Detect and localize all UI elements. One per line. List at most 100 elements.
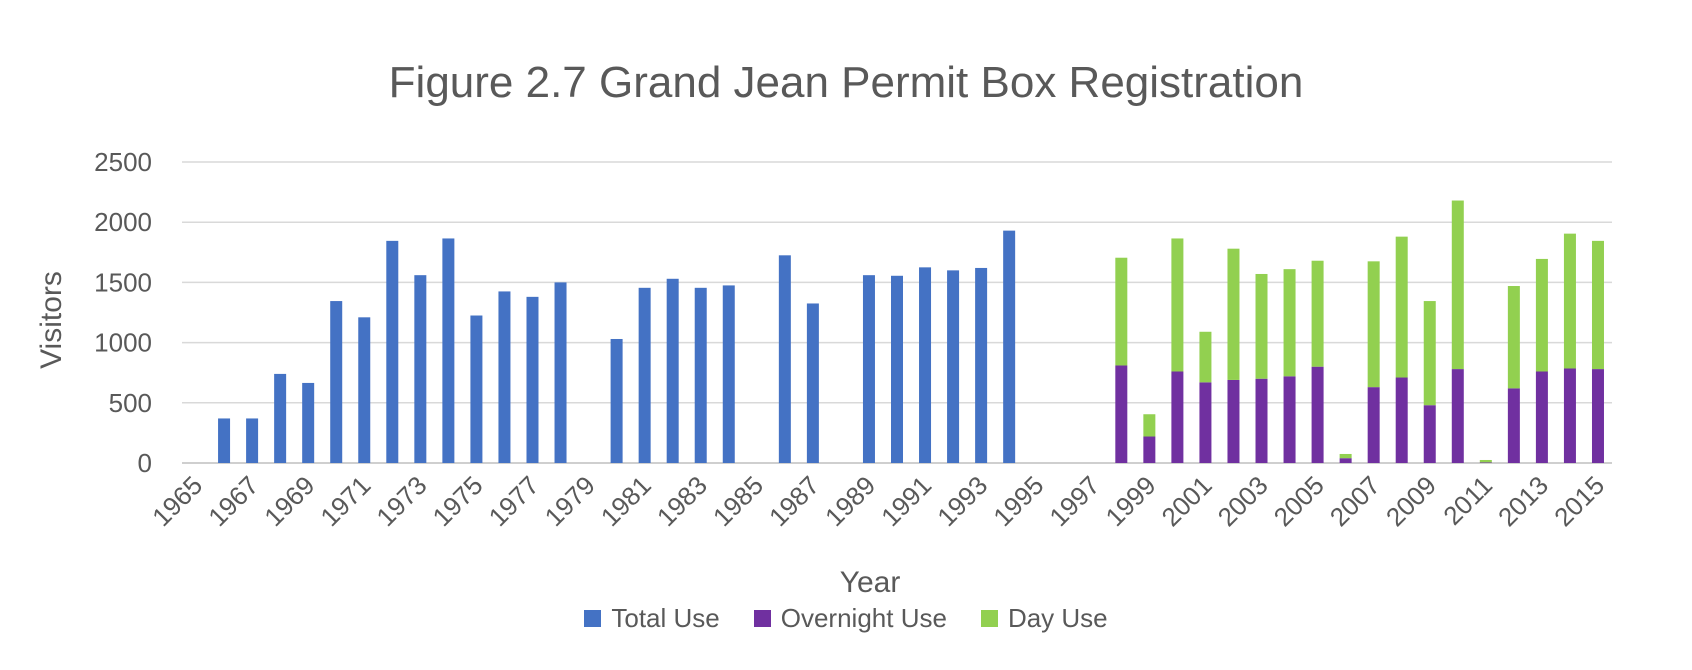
y-tick-label: 500 [109,388,152,418]
total-use-bar [498,291,511,463]
total-use-bar [470,315,483,463]
overnight-use-bar [1115,365,1128,463]
x-tick-label: 1989 [819,470,881,532]
x-tick-label: 1973 [370,470,432,532]
overnight-use-bar [1283,376,1296,463]
total-use-bar [638,287,651,463]
day-use-bar [1591,240,1604,370]
y-tick-label: 0 [138,448,152,478]
total-use-bar [919,267,932,463]
total-use-bar [975,267,988,463]
x-tick-label: 1983 [651,470,713,532]
x-tick-label: 2011 [1437,470,1498,531]
legend-label: Day Use [1007,603,1108,633]
legend-label: Overnight Use [780,603,947,633]
total-use-bar [302,382,315,463]
x-tick-label: 1969 [258,470,320,532]
x-tick-label: 1975 [427,470,489,532]
overnight-use-bar [1451,369,1464,463]
overnight-use-bar [1311,366,1324,463]
total-use-bar [218,418,231,463]
total-use-bar [414,275,427,463]
x-tick-label: 1993 [931,470,993,532]
total-use-bar [330,301,343,463]
overnight-use-bar [1143,436,1156,463]
legend-swatch [980,610,998,627]
x-tick-label: 1971 [314,470,376,532]
x-tick-label: 1985 [707,470,769,532]
day-use-bar [1507,286,1520,389]
x-tick-label: 1979 [539,470,601,532]
total-use-bar [246,418,259,463]
total-use-bar [778,255,791,463]
total-use-bar [358,317,371,463]
x-tick-label: 1991 [875,470,937,532]
total-use-bar [526,296,539,463]
x-tick-label: 2015 [1548,470,1610,532]
x-tick-label: 1999 [1099,470,1161,532]
legend-item: Overnight Use [753,603,947,634]
day-use-bar [1395,236,1408,378]
x-tick-label: 2001 [1156,470,1218,532]
day-use-bar [1255,273,1268,379]
x-tick-label: 2003 [1212,470,1274,532]
x-tick-label: 1997 [1043,470,1105,532]
x-tick-label: 2005 [1268,470,1330,532]
overnight-use-bar [1199,382,1212,463]
day-use-bar [1367,261,1380,388]
day-use-bar [1479,459,1492,463]
x-tick-label: 1987 [763,470,825,532]
day-use-bar [1451,200,1464,370]
day-use-bar [1311,260,1324,367]
y-tick-label: 1000 [94,328,152,358]
overnight-use-bar [1423,405,1436,463]
x-tick-label: 2007 [1324,470,1386,532]
y-tick-label: 2000 [94,207,152,237]
legend-item: Total Use [584,603,720,634]
legend-swatch [753,610,771,627]
overnight-use-bar [1367,387,1380,463]
legend-swatch [584,610,602,627]
legend-label: Total Use [611,603,720,633]
day-use-bar [1227,248,1240,380]
total-use-bar [442,238,455,463]
x-tick-label: 1965 [146,470,208,532]
total-use-bar [694,287,707,463]
day-use-bar [1339,453,1352,459]
y-tick-label: 2500 [94,147,152,177]
overnight-use-bar [1171,371,1184,463]
x-tick-label: 1995 [987,470,1049,532]
total-use-bar [806,303,819,463]
x-tick-label: 1981 [595,470,657,532]
overnight-use-bar [1479,462,1492,463]
total-use-bar [386,240,399,463]
total-use-bar [891,275,903,463]
x-tick-label: 1977 [483,470,545,532]
overnight-use-bar [1535,371,1548,463]
day-use-bar [1283,269,1296,377]
day-use-bar [1115,257,1128,366]
overnight-use-bar [1563,368,1576,463]
total-use-bar [274,373,287,463]
chart-title: Figure 2.7 Grand Jean Permit Box Registr… [388,58,1304,107]
overnight-use-bar [1227,379,1240,463]
overnight-use-bar [1395,377,1408,463]
day-use-bar [1563,233,1576,369]
legend: Total Use Overnight Use Day Use [0,603,1692,634]
total-use-bar [947,270,960,463]
overnight-use-bar [1255,378,1268,463]
legend-item: Day Use [980,603,1108,634]
y-tick-label: 1500 [94,267,152,297]
day-use-bar [1423,301,1436,406]
total-use-bar [666,278,679,463]
total-use-bar [610,338,623,463]
day-use-bar [1535,258,1548,372]
x-axis-title: Year [839,566,901,599]
total-use-bar [722,285,735,463]
overnight-use-bar [1591,369,1604,463]
x-tick-label: 2009 [1380,470,1442,532]
total-use-bar [554,282,567,463]
total-use-bar [862,275,875,463]
